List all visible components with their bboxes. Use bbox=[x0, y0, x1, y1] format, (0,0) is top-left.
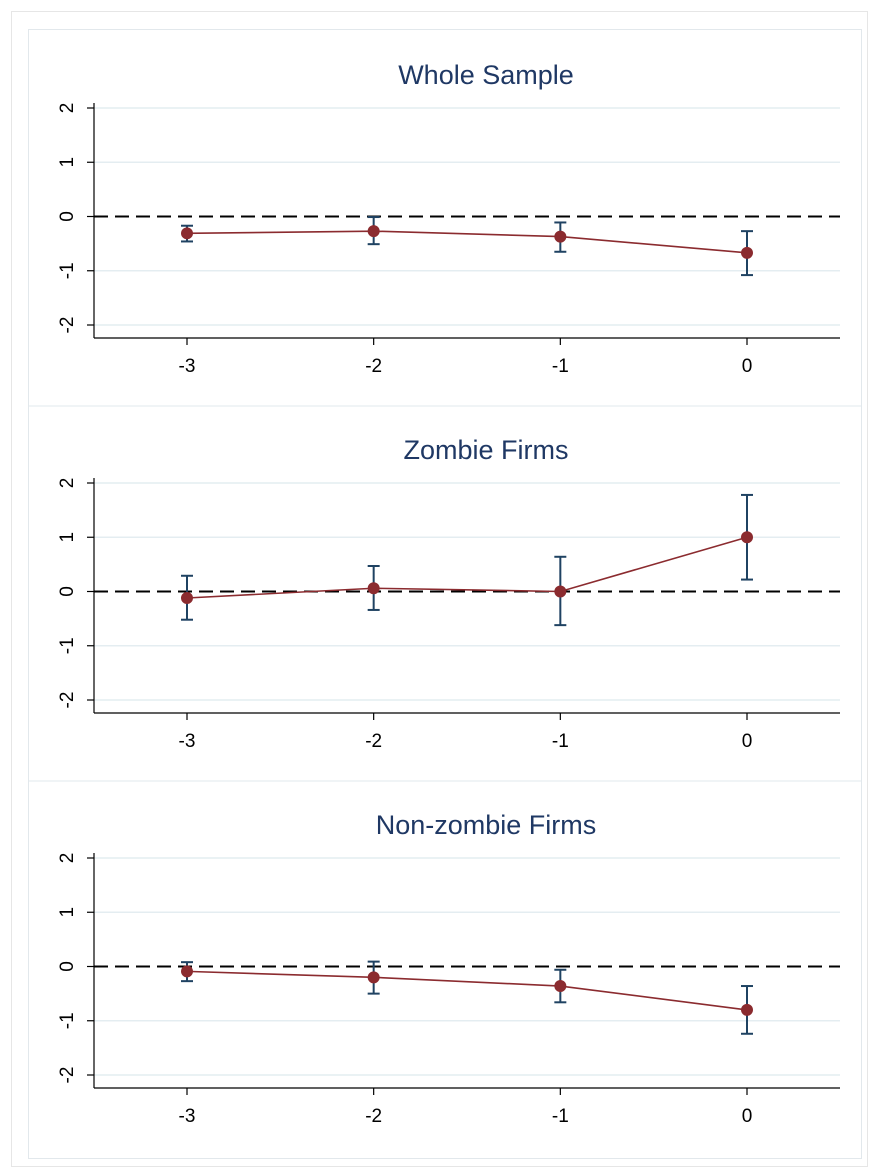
y-tick-label: 0 bbox=[57, 961, 78, 972]
y-tick-label: 2 bbox=[57, 853, 78, 864]
series-line bbox=[186, 536, 748, 599]
x-tick-label: -3 bbox=[179, 356, 196, 377]
data-point bbox=[181, 592, 193, 605]
panel-1: Whole Sample -2 -1 0 1 2 -3 -2 -1 0 bbox=[57, 60, 840, 377]
chart-title: Zombie Firms bbox=[403, 435, 568, 465]
x-tick-label: 0 bbox=[742, 1106, 753, 1127]
x-tick-label: -3 bbox=[179, 731, 196, 752]
x-tick-label: 0 bbox=[742, 731, 753, 752]
data-point bbox=[367, 225, 380, 238]
y-tick-label: -1 bbox=[57, 1012, 78, 1029]
y-tick-label: 1 bbox=[57, 907, 78, 918]
x-tick-label: -2 bbox=[365, 731, 382, 752]
y-tick-label: -2 bbox=[57, 317, 78, 334]
data-point bbox=[367, 971, 380, 984]
x-tick-label: -2 bbox=[365, 356, 382, 377]
data-point bbox=[181, 227, 193, 240]
outer-frame bbox=[11, 11, 868, 1167]
x-tick-label: 0 bbox=[742, 356, 753, 377]
series-line bbox=[186, 230, 748, 254]
data-point bbox=[741, 1003, 753, 1016]
data-point bbox=[367, 582, 380, 595]
chart-title: Whole Sample bbox=[398, 60, 574, 90]
chart-title: Non-zombie Firms bbox=[376, 810, 597, 840]
y-tick-label: 0 bbox=[57, 586, 78, 597]
inner-frame bbox=[28, 29, 862, 1159]
panel-2: Zombie Firms -2 -1 0 1 2 -3 -2 -1 0 bbox=[57, 435, 840, 752]
series-line bbox=[186, 970, 748, 1011]
data-point bbox=[554, 230, 567, 243]
y-tick-label: 0 bbox=[57, 211, 78, 222]
y-tick-label: 2 bbox=[57, 103, 78, 114]
x-tick-label: -3 bbox=[179, 1106, 196, 1127]
y-tick-label: 1 bbox=[57, 157, 78, 168]
data-point bbox=[554, 585, 567, 598]
y-tick-label: -2 bbox=[57, 692, 78, 709]
x-tick-label: -1 bbox=[552, 731, 569, 752]
y-tick-label: 2 bbox=[57, 478, 78, 489]
data-point bbox=[181, 965, 193, 978]
panel-3: Non-zombie Firms -2 -1 0 1 2 -3 -2 -1 0 bbox=[57, 810, 840, 1127]
y-tick-label: 1 bbox=[57, 532, 78, 543]
y-tick-label: -2 bbox=[57, 1067, 78, 1084]
x-tick-label: -2 bbox=[365, 1106, 382, 1127]
data-point bbox=[554, 980, 567, 993]
y-tick-label: -1 bbox=[57, 637, 78, 654]
x-tick-label: -1 bbox=[552, 356, 569, 377]
data-point bbox=[741, 531, 753, 544]
y-tick-label: -1 bbox=[57, 262, 78, 279]
x-tick-label: -1 bbox=[552, 1106, 569, 1127]
data-point bbox=[741, 246, 753, 259]
